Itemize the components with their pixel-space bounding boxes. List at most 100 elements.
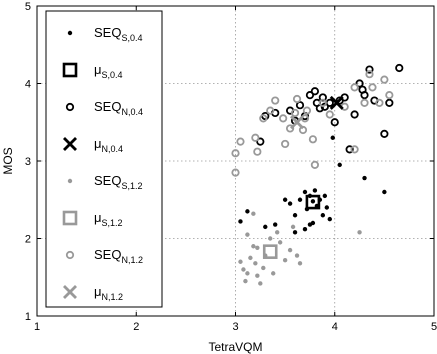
- mean-marker: [305, 194, 321, 210]
- data-point: [231, 149, 240, 158]
- data-point: [287, 247, 293, 253]
- data-point: [385, 91, 394, 100]
- y-tick-label: 2: [25, 234, 31, 246]
- data-point: [360, 98, 369, 107]
- data-point: [268, 236, 273, 241]
- data-point: [248, 255, 253, 261]
- data-point: [263, 224, 268, 230]
- legend-label-subscript: N,0.4: [121, 107, 143, 117]
- legend-label-subscript: S,1.2: [102, 218, 123, 228]
- data-point: [287, 201, 293, 206]
- data-point: [292, 230, 298, 235]
- data-point: [337, 162, 342, 168]
- data-point: [345, 145, 354, 154]
- data-point: [243, 278, 248, 284]
- data-point: [380, 129, 389, 138]
- y-axis-label: MOS: [1, 147, 15, 174]
- mean-marker: [63, 137, 77, 151]
- data-point: [271, 96, 280, 105]
- data-point: [382, 189, 387, 195]
- data-point: [365, 70, 374, 79]
- data-points: [231, 63, 404, 286]
- data-point: [282, 258, 288, 263]
- data-point: [273, 222, 278, 227]
- y-tick-label: 4: [25, 79, 31, 91]
- legend-label-subscript: S,0.4: [102, 70, 123, 80]
- data-point: [255, 245, 260, 250]
- data-point: [310, 160, 319, 169]
- data-point: [251, 211, 256, 216]
- y-tick-label: 3: [25, 156, 31, 168]
- data-point: [302, 227, 308, 232]
- legend-label-subscript: N,1.2: [121, 255, 143, 265]
- data-point: [395, 63, 404, 73]
- data-point: [238, 259, 243, 264]
- data-point: [285, 124, 295, 133]
- data-point: [318, 93, 327, 102]
- legend-label-subscript: N,1.2: [102, 292, 124, 302]
- data-point: [362, 175, 367, 181]
- data-point: [292, 213, 298, 218]
- data-point: [375, 98, 384, 107]
- mean-marker-stroke: [63, 137, 77, 151]
- data-point: [67, 178, 73, 184]
- data-point: [325, 98, 334, 107]
- data-point: [302, 189, 308, 195]
- data-point: [245, 209, 250, 214]
- data-point: [256, 137, 265, 146]
- data-point: [281, 139, 290, 149]
- data-point: [330, 118, 339, 127]
- data-point: [274, 230, 280, 235]
- data-point: [305, 91, 315, 100]
- data-point: [255, 273, 260, 278]
- data-point: [258, 281, 263, 286]
- data-point: [310, 87, 319, 96]
- data-point: [290, 224, 296, 230]
- mean-marker: [290, 115, 305, 130]
- data-point: [318, 98, 327, 107]
- data-point: [238, 219, 243, 224]
- data-point: [245, 232, 250, 237]
- legend-box: [45, 10, 163, 308]
- data-point: [350, 83, 359, 92]
- data-point: [251, 133, 260, 142]
- data-point: [324, 205, 330, 210]
- data-point: [320, 213, 326, 218]
- data-point: [279, 114, 288, 123]
- data-point: [292, 94, 302, 104]
- mean-marker-stroke: [329, 95, 344, 110]
- data-point: [330, 135, 335, 140]
- data-point: [325, 110, 334, 119]
- x-axis-label: TetraVQM: [208, 340, 262, 354]
- data-point: [350, 145, 359, 154]
- data-point: [65, 102, 75, 112]
- legend-label-subscript: S,0.4: [121, 33, 142, 43]
- legend: SEQS,0.4μS,0.4SEQN,0.4μN,0.4SEQS,1.2μS,1…: [45, 10, 163, 308]
- legend-label-subscript: S,1.2: [121, 181, 142, 191]
- data-point: [231, 168, 240, 177]
- mean-marker: [262, 244, 278, 259]
- data-point: [294, 253, 300, 258]
- data-point: [322, 193, 328, 199]
- y-tick-label: 1: [25, 311, 31, 323]
- y-tick-label: 5: [25, 1, 31, 13]
- axis-ticks: 1 2 3 4 5 1 2 3 4 5: [25, 1, 437, 333]
- data-point: [290, 108, 300, 118]
- data-point: [357, 230, 362, 235]
- data-point: [282, 197, 288, 202]
- legend-label-subscript: N,0.4: [102, 144, 124, 154]
- data-point: [253, 261, 258, 266]
- data-point: [307, 222, 313, 227]
- x-tick-label: 1: [34, 321, 40, 333]
- data-point: [241, 267, 246, 272]
- data-point: [297, 261, 303, 266]
- data-point: [385, 98, 394, 107]
- mean-marker: [329, 95, 344, 110]
- data-point: [327, 216, 332, 222]
- data-point: [277, 240, 283, 245]
- data-point: [253, 147, 262, 156]
- data-point: [310, 199, 316, 204]
- data-point: [312, 188, 318, 193]
- mean-marker-stroke: [63, 285, 77, 299]
- data-point: [360, 91, 369, 100]
